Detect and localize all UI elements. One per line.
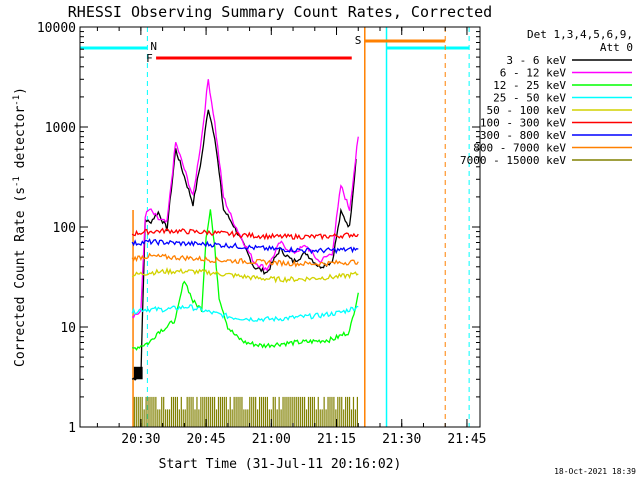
y-tick-label: 1 — [68, 421, 76, 436]
legend-header-detectors: Det 1,3,4,5,6,9, — [527, 28, 633, 41]
annotation-n: N — [150, 40, 157, 53]
legend-label: 50 - 100 keV — [487, 104, 567, 117]
x-tick-label: 21:15 — [317, 432, 356, 447]
x-tick-label: 21:45 — [447, 432, 486, 447]
y-tick-label: 10000 — [37, 21, 76, 36]
legend-label: 12 - 25 keV — [493, 79, 566, 92]
annotation-s: S — [355, 34, 362, 47]
legend-label: 25 - 50 keV — [493, 92, 566, 105]
series-line-3 — [131, 304, 359, 323]
x-tick-label: 21:00 — [252, 432, 291, 447]
y-tick-label: 100 — [53, 221, 76, 236]
series-layer — [131, 79, 359, 427]
series-line-2 — [132, 209, 359, 351]
legend-header-attenuator: Att 0 — [600, 41, 633, 54]
legend-label: 7000 - 15000 keV — [460, 154, 566, 167]
legend-label: 6 - 12 keV — [500, 67, 567, 80]
series-line-5 — [131, 227, 359, 241]
x-axis-label: Start Time (31-Jul-11 20:16:02) — [159, 457, 402, 472]
plot-area: NF S — [80, 27, 470, 427]
legend-label: 3 - 6 keV — [506, 54, 566, 67]
annotation-f: F — [146, 52, 153, 65]
y-axis-label: Corrected Count Rate (s-1 detector-1) — [12, 87, 28, 367]
timestamp: 18-Oct-2021 18:39 — [554, 467, 636, 476]
series-line-7 — [131, 252, 359, 268]
legend-label: 100 - 300 keV — [480, 117, 566, 130]
legend-label: 300 - 800 keV — [480, 129, 566, 142]
chart-title: RHESSI Observing Summary Count Rates, Co… — [68, 3, 492, 21]
x-tick-label: 20:30 — [121, 432, 160, 447]
legend-label: 800 - 7000 keV — [473, 142, 566, 155]
y-tick-label: 1000 — [45, 121, 76, 136]
series-line-1 — [131, 79, 359, 319]
y-tick-label: 10 — [60, 321, 76, 336]
observing-flag-bars: NF S — [80, 27, 470, 427]
x-tick-label: 20:45 — [187, 432, 226, 447]
series-line-4 — [131, 267, 359, 284]
series-line-6 — [131, 238, 359, 255]
low-rate-block — [133, 366, 143, 380]
x-tick-label: 21:30 — [382, 432, 421, 447]
axes: 1 10 100 1000 10000 20:30 20:45 21:00 21:15 21:30… — [37, 21, 487, 447]
